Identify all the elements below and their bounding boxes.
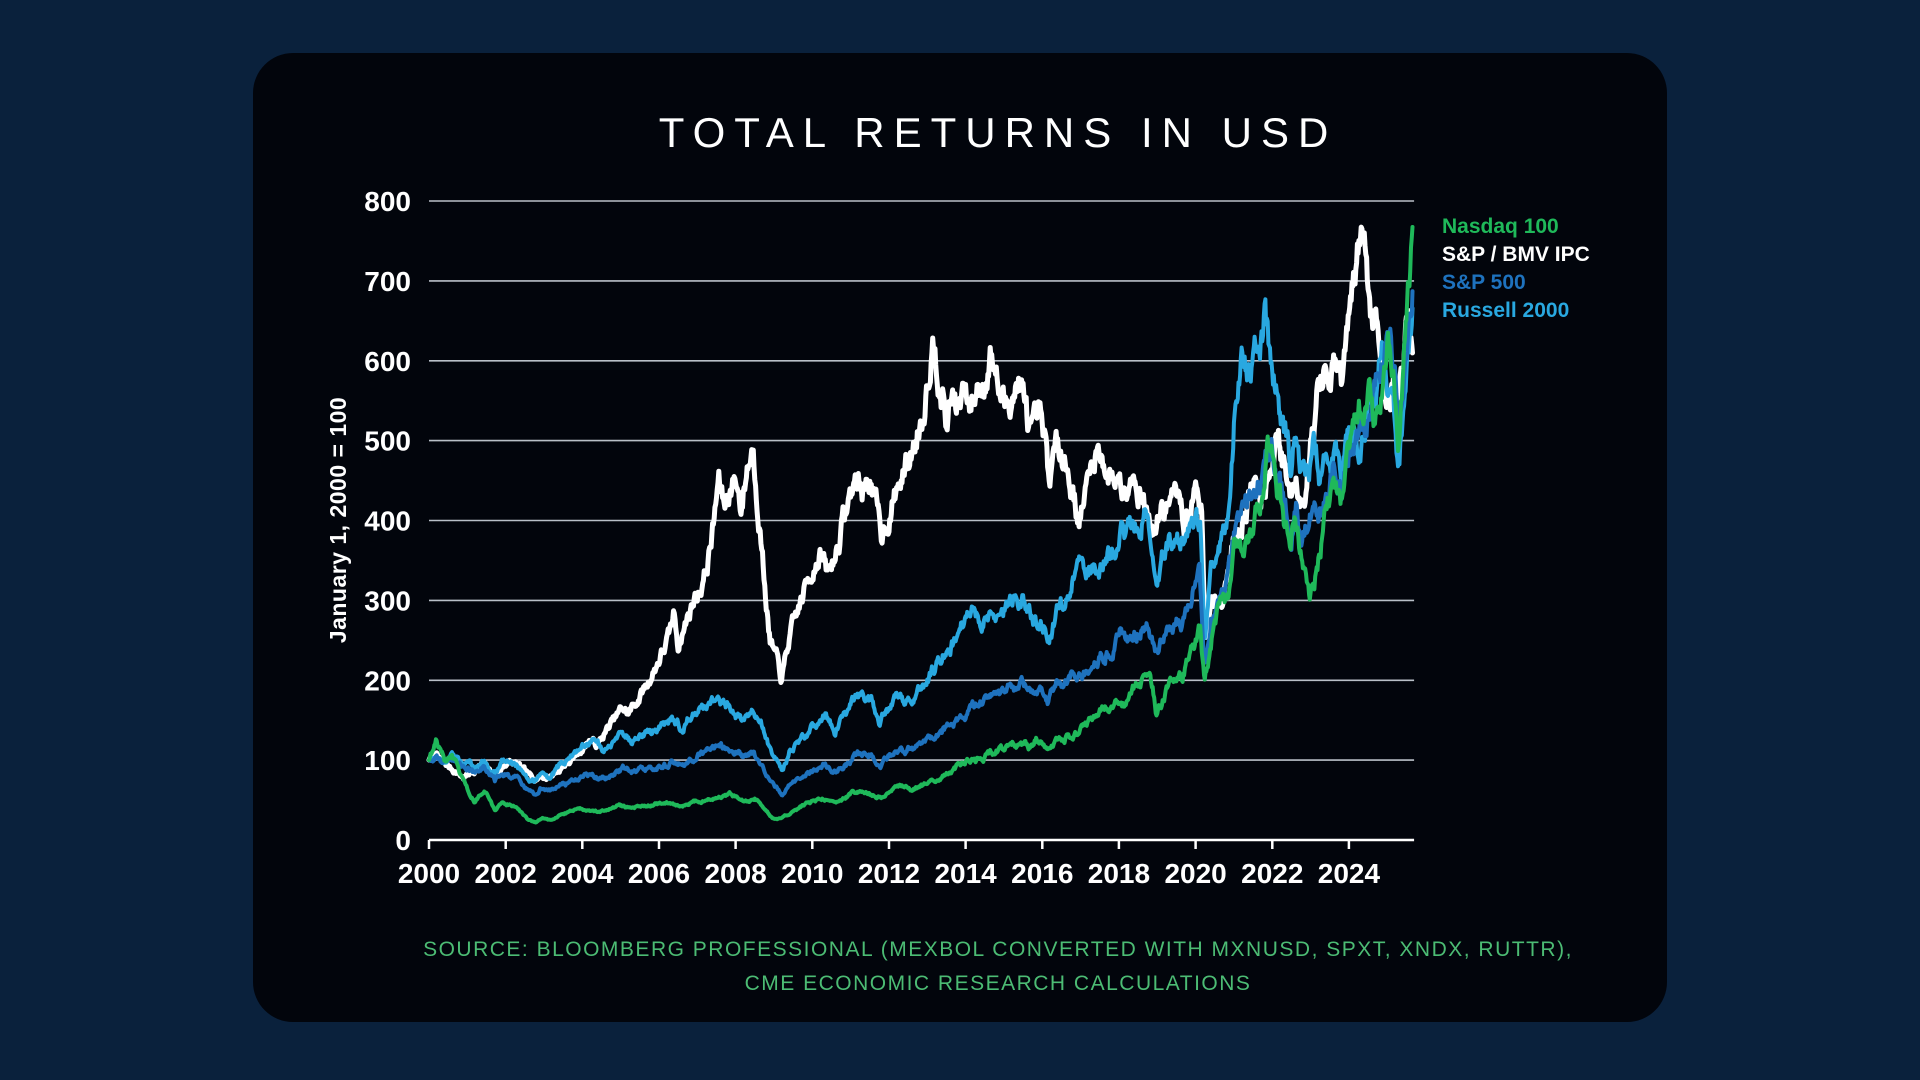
- series-line-s-p-500: [427, 289, 1415, 798]
- series-line-russell-2000: [427, 297, 1415, 784]
- x-axis-labels: 2000 2002 2004 2006 2008 2010 2012 2014 2016 2018…: [398, 858, 1381, 889]
- legend-item-sp-bmv-ipc: S&P / BMV IPC: [1442, 243, 1590, 266]
- x-tick-label: 2024: [1318, 858, 1381, 889]
- x-tick-label: 2004: [551, 858, 614, 889]
- x-tick-label: 2006: [628, 858, 690, 889]
- y-axis-labels: 0 100 200 300 400 500 600 700 800: [364, 186, 411, 856]
- x-tick-label: 2016: [1011, 858, 1073, 889]
- y-tick-label: 200: [364, 665, 411, 696]
- x-tick-label: 2008: [704, 858, 766, 889]
- y-tick-label: 600: [364, 346, 411, 377]
- chart-legend: Nasdaq 100 S&P / BMV IPC S&P 500 Russell…: [1442, 213, 1590, 325]
- source-line-1: SOURCE: BLOOMBERG PROFESSIONAL (MEXBOL C…: [423, 938, 1573, 961]
- chart-card: TOTAL RETURNS IN USD 0 100 200 300 400 500 600…: [253, 53, 1667, 1022]
- y-tick-label: 500: [364, 426, 411, 457]
- chart-title: TOTAL RETURNS IN USD: [658, 109, 1338, 156]
- x-tick-label: 2018: [1088, 858, 1150, 889]
- x-tick-label: 2012: [858, 858, 920, 889]
- source-line-2: CME ECONOMIC RESEARCH CALCULATIONS: [744, 972, 1252, 995]
- gridlines: [429, 200, 1415, 761]
- y-tick-label: 300: [364, 585, 411, 616]
- legend-item-russell-2000: Russell 2000: [1442, 299, 1570, 322]
- legend-item-nasdaq-100: Nasdaq 100: [1442, 215, 1559, 238]
- y-tick-label: 100: [364, 745, 411, 776]
- x-tick-label: 2020: [1164, 858, 1226, 889]
- y-tick-label: 700: [364, 266, 411, 297]
- x-tick-label: 2000: [398, 858, 460, 889]
- legend-item-sp-500: S&P 500: [1442, 271, 1526, 294]
- y-tick-label: 400: [364, 506, 411, 537]
- series-lines: [426, 224, 1415, 825]
- y-axis-title: January 1, 2000 = 100: [325, 397, 351, 643]
- x-axis: [427, 838, 1415, 849]
- series-line-nasdaq-100: [427, 225, 1415, 825]
- x-tick-label: 2010: [781, 858, 843, 889]
- x-tick-label: 2014: [934, 858, 997, 889]
- y-tick-label: 0: [395, 825, 411, 856]
- y-tick-label: 800: [364, 186, 411, 217]
- source-attribution: SOURCE: BLOOMBERG PROFESSIONAL (MEXBOL C…: [253, 933, 1667, 1001]
- x-tick-label: 2022: [1241, 858, 1303, 889]
- x-tick-label: 2002: [475, 858, 537, 889]
